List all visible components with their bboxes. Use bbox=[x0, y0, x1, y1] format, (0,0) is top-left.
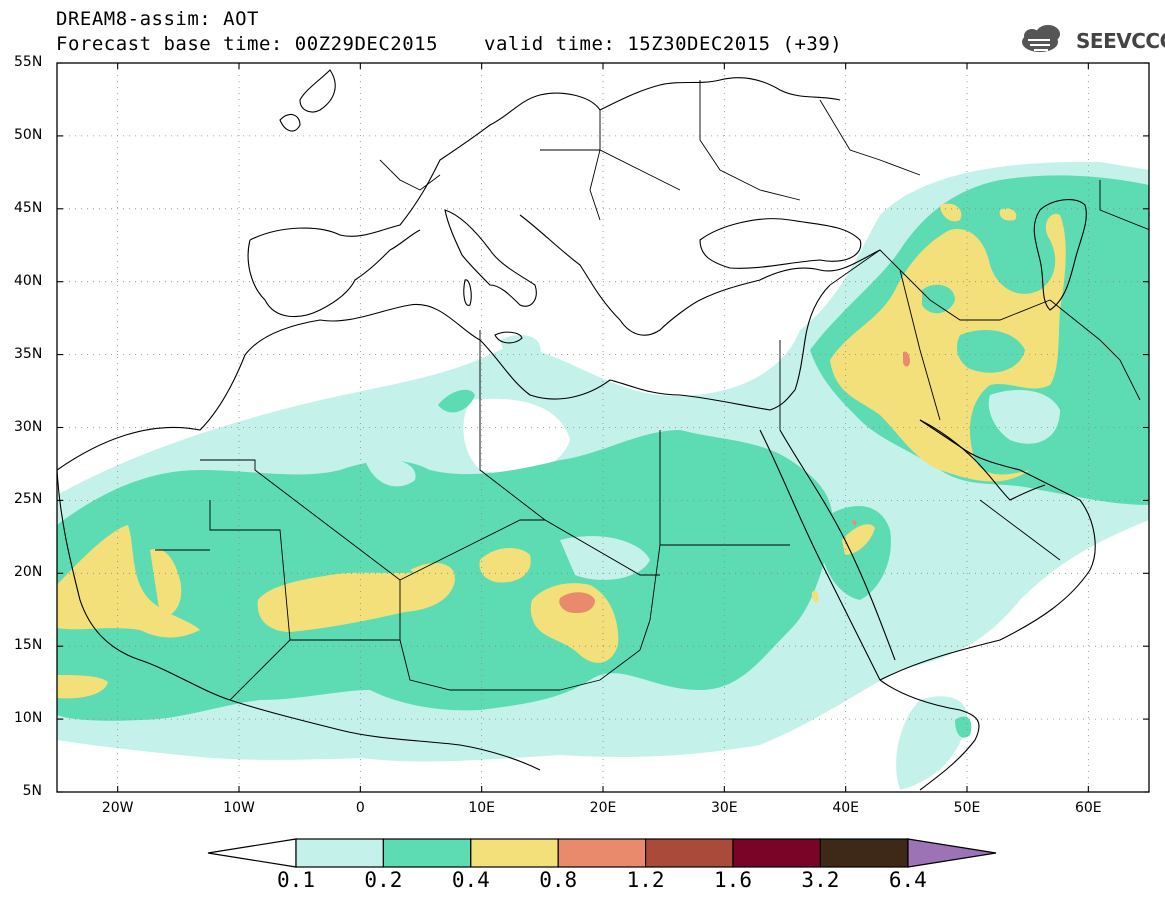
colorbar-label: 0.8 bbox=[539, 868, 578, 892]
aot-shading bbox=[57, 161, 1149, 790]
colorbar-box bbox=[557, 838, 647, 868]
colorbar-box bbox=[732, 838, 822, 868]
lon-label: 0 bbox=[355, 800, 365, 816]
lat-label: 15N bbox=[14, 637, 43, 654]
lat-label: 35N bbox=[14, 345, 43, 362]
axis-ticks bbox=[57, 62, 1149, 793]
coastlines bbox=[57, 69, 1096, 791]
colorbar-box bbox=[382, 838, 472, 868]
lon-label: 40E bbox=[832, 800, 859, 816]
lat-label: 30N bbox=[14, 418, 43, 435]
aot-colorbar bbox=[207, 838, 997, 868]
map-subtitle: Forecast base time: 00Z29DEC2015 valid ti… bbox=[56, 33, 842, 55]
lon-label: 10E bbox=[468, 800, 495, 816]
colorbar-label: 1.6 bbox=[714, 868, 752, 892]
colorbar-label: 0.1 bbox=[277, 868, 315, 892]
lon-label: 20W bbox=[101, 800, 134, 816]
valid-time: valid time: 15Z30DEC2015 (+39) bbox=[484, 33, 843, 55]
logo-text: SEEVCCC bbox=[1076, 29, 1165, 53]
lat-label: 55N bbox=[14, 54, 43, 70]
colorbar-label: 3.2 bbox=[801, 868, 840, 892]
lon-label: 20E bbox=[589, 800, 617, 816]
colorbar-arrow-low bbox=[207, 838, 297, 868]
colorbar-label: 6.4 bbox=[888, 868, 927, 892]
lat-label: 25N bbox=[14, 491, 43, 508]
aot-region-0.8 bbox=[559, 592, 595, 614]
lon-label: 30E bbox=[710, 800, 738, 816]
colorbar-label: 0.2 bbox=[364, 868, 403, 892]
colorbar-arrow-high bbox=[907, 838, 997, 868]
lat-label: 5N bbox=[22, 783, 42, 799]
colorbar-label: 1.2 bbox=[626, 868, 665, 892]
lat-label: 20N bbox=[14, 564, 43, 581]
colorbar-label: 0.4 bbox=[451, 868, 490, 892]
lon-label: 60E bbox=[1074, 800, 1102, 816]
colorbar-box bbox=[819, 838, 909, 868]
country-borders bbox=[155, 80, 1149, 701]
lat-label: 45N bbox=[14, 199, 43, 216]
lon-label: 10W bbox=[223, 800, 255, 816]
seevccc-logo bbox=[1022, 25, 1060, 52]
colorbar-box bbox=[470, 838, 559, 868]
lat-label: 10N bbox=[14, 710, 43, 727]
colorbar-box bbox=[645, 838, 734, 868]
lat-label: 50N bbox=[14, 126, 43, 143]
aot-region-0.4 bbox=[57, 525, 200, 638]
colorbar-box bbox=[295, 838, 385, 868]
lon-label: 50E bbox=[953, 800, 981, 816]
map-title: DREAM8-assim: AOT bbox=[56, 8, 259, 30]
base-time: Forecast base time: 00Z29DEC2015 bbox=[56, 33, 439, 55]
lat-label: 40N bbox=[14, 272, 43, 289]
